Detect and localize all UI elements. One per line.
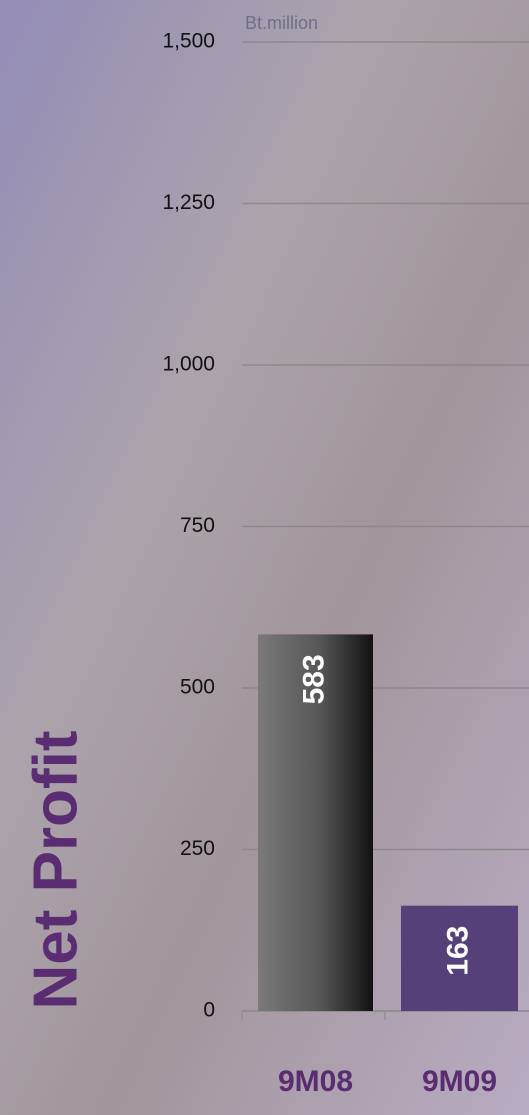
y-tick-label: 250 (180, 837, 215, 860)
unit-label: Bt.million (245, 13, 318, 33)
x-tick-label: 9M08 (278, 1065, 353, 1098)
chart-title: Net Profit (21, 731, 90, 1010)
y-tick-label: 500 (180, 676, 215, 699)
page: Bt.million Net Profit 0 250 500 750 1,000 1,2… (0, 0, 529, 1115)
chart: Bt.million Net Profit 0 250 500 750 1,000 1,2… (0, 0, 529, 1115)
y-tick-label: 750 (180, 514, 215, 537)
value-label: 163 (441, 926, 474, 976)
y-tick-label: 1,000 (162, 353, 215, 376)
y-tick-label: 1,250 (162, 191, 215, 214)
y-tick-label: 0 (203, 999, 215, 1022)
x-tick-label: 9M09 (422, 1065, 497, 1098)
y-tick-label: 1,500 (162, 30, 215, 53)
value-label: 583 (297, 654, 330, 704)
